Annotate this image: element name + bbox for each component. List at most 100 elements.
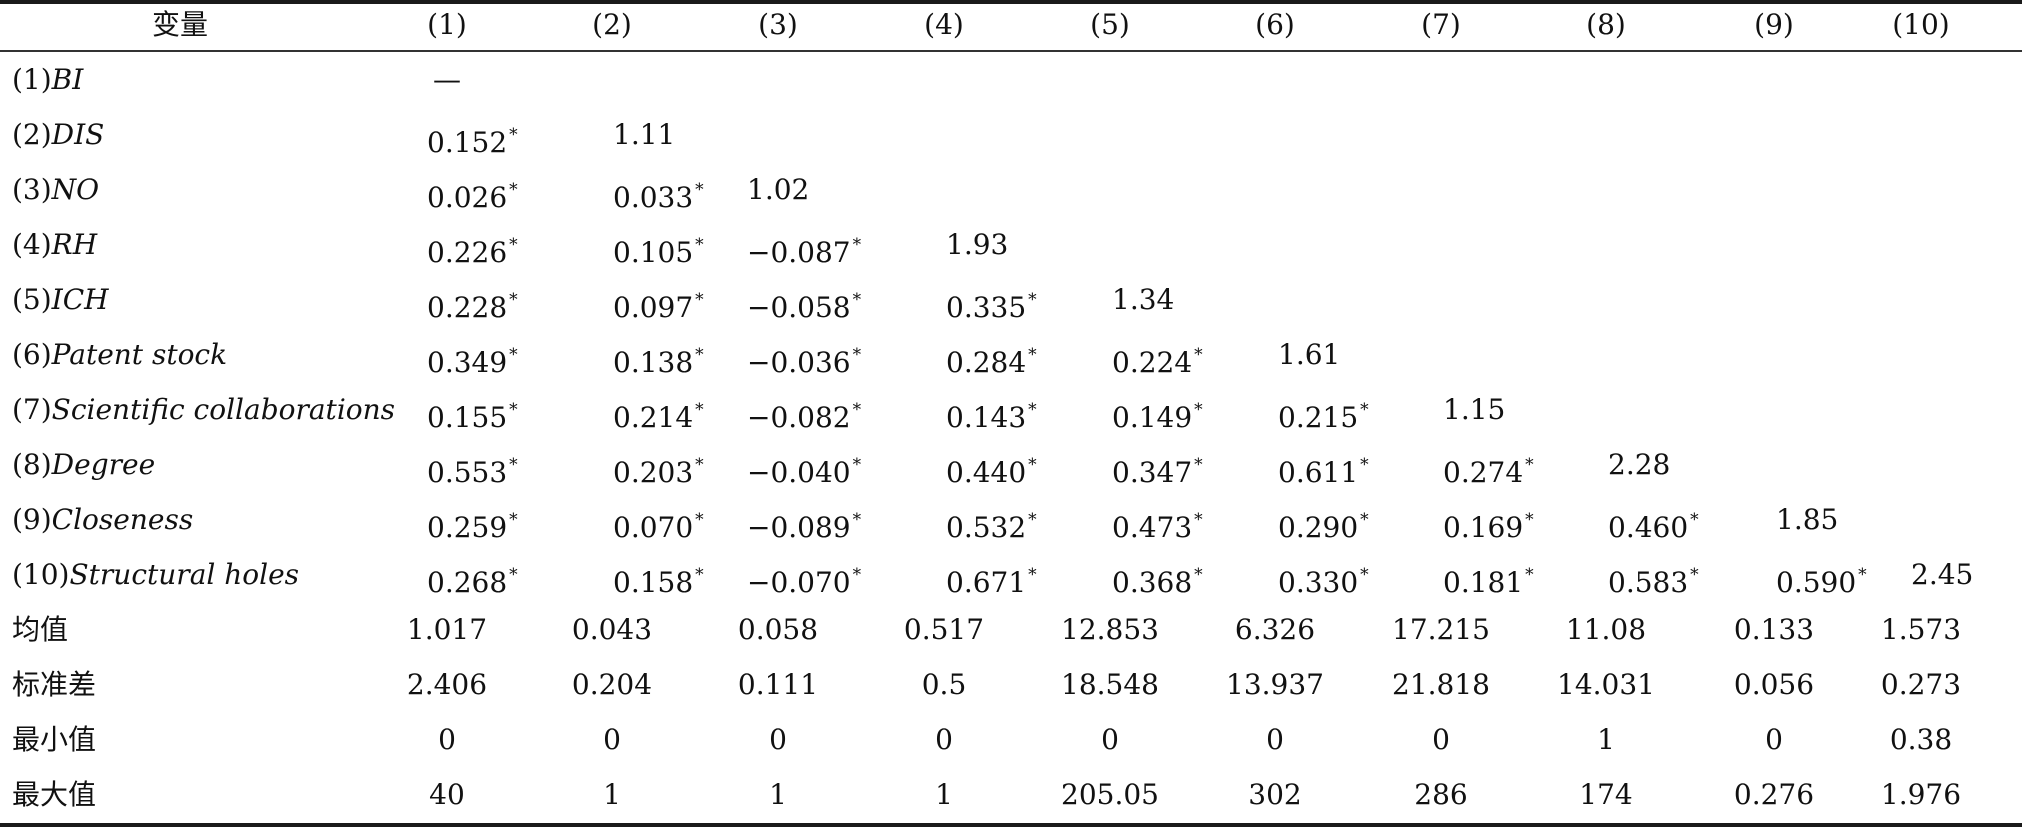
stat-value: 14.031 (1557, 668, 1655, 701)
table-cell: 0.097 * (613, 280, 704, 324)
cell-value: 0.671 (946, 566, 1027, 599)
stat-value: 286 (1414, 778, 1468, 811)
stat-value: 1 (769, 778, 787, 811)
significance-marker: * (852, 290, 862, 310)
cell-value: 0.138 (613, 346, 694, 379)
column-header: (8) (1586, 8, 1626, 41)
column-header: (1) (427, 8, 467, 41)
cell-value: 0.033 (613, 181, 694, 214)
table-cell: 0.143 * (946, 390, 1037, 434)
cell-value: 0.440 (946, 456, 1027, 489)
row-label: (6)Patent stock (12, 335, 227, 375)
significance-marker: * (1525, 455, 1534, 475)
cell-value: 0.532 (946, 511, 1027, 544)
table-cell: — (433, 60, 461, 100)
table-cell: 2.45 (1911, 555, 1973, 595)
table-cell: 0.105 * (613, 225, 704, 269)
table-cell: −0.070 * (747, 555, 862, 599)
cell-value: 0.228 (427, 291, 508, 324)
significance-marker: * (509, 290, 518, 310)
significance-marker: * (695, 290, 704, 310)
column-header: (3) (758, 8, 798, 41)
table-cell: 1.02 (747, 170, 809, 210)
row-label-variable: NO (51, 173, 100, 206)
table-cell: −0.040 * (747, 445, 861, 489)
cell-value: −0.058 (747, 291, 851, 324)
cell-value: 2.28 (1608, 448, 1671, 481)
table-cell: 1.85 (1776, 500, 1838, 540)
stat-label: 均值 (12, 613, 69, 646)
cell-value: 1.15 (1443, 393, 1506, 426)
table-cell: 0.335 * (946, 280, 1037, 324)
row-label: (8)Degree (12, 445, 155, 485)
cell-value: 1.93 (946, 228, 1009, 261)
cell-value: −0.089 (747, 511, 851, 544)
stat-value: 0.111 (737, 668, 819, 701)
row-label: (3)NO (12, 170, 99, 210)
cell-value: −0.036 (747, 346, 851, 379)
row-label-variable: Degree (51, 448, 156, 481)
row-label: (4)RH (12, 225, 97, 265)
stat-value: 0 (438, 723, 456, 756)
cell-value: 0.259 (427, 511, 508, 544)
stat-value: 6.326 (1234, 613, 1316, 646)
table-cell: 0.347 * (1112, 445, 1203, 489)
stat-label: 最大值 (12, 778, 97, 811)
significance-marker: * (695, 510, 704, 530)
table-cell: 0.274 * (1443, 445, 1534, 489)
row-label-number: (2) (12, 118, 52, 151)
cell-value: 0.226 (427, 236, 508, 269)
stat-value: 0.517 (903, 613, 985, 646)
stat-value: 0 (603, 723, 621, 756)
table-cell: −0.089 * (747, 500, 861, 544)
column-header: (7) (1421, 8, 1461, 41)
significance-marker: * (1194, 345, 1203, 365)
stat-value: 0.043 (571, 613, 653, 646)
stat-value: 0.058 (737, 613, 819, 646)
table-cell: −0.087 * (747, 225, 861, 269)
table-cell: 0.070 * (613, 500, 704, 544)
header-rule (0, 50, 2022, 52)
cell-value: 0.224 (1112, 346, 1193, 379)
row-label-variable: Patent stock (51, 338, 228, 371)
table-cell: 0.152 * (427, 115, 518, 159)
significance-marker: * (1028, 290, 1037, 310)
significance-marker: * (1525, 565, 1534, 585)
table-cell: 0.473 * (1112, 500, 1203, 544)
cell-value: 0.284 (946, 346, 1027, 379)
significance-marker: * (1028, 455, 1037, 475)
stat-value: 302 (1248, 778, 1302, 811)
table-cell: −0.036 * (747, 335, 861, 379)
table-cell: 0.158 * (613, 555, 704, 599)
cell-value: 0.097 (613, 291, 694, 324)
table-cell: 0.284 * (946, 335, 1037, 379)
significance-marker: * (852, 565, 862, 585)
table-cell: 0.440 * (946, 445, 1037, 489)
stat-value: 1.017 (406, 613, 488, 646)
significance-marker: * (1194, 400, 1203, 420)
table-cell: 0.224 * (1112, 335, 1203, 379)
stat-value: 0.273 (1880, 668, 1962, 701)
significance-marker: * (1525, 510, 1534, 530)
significance-marker: * (509, 125, 518, 145)
significance-marker: * (695, 345, 704, 365)
stat-value: 12.853 (1061, 613, 1159, 646)
stat-value: 18.548 (1061, 668, 1159, 701)
significance-marker: * (695, 565, 704, 585)
stat-value: 0 (935, 723, 953, 756)
stat-value: 0 (1101, 723, 1119, 756)
column-header: (9) (1754, 8, 1794, 41)
significance-marker: * (1194, 565, 1203, 585)
table-cell: 0.203 * (613, 445, 704, 489)
table-cell: 1.11 (613, 115, 675, 155)
table-cell: 0.583 * (1608, 555, 1699, 599)
stat-value: 0.133 (1733, 613, 1815, 646)
row-label-variable: DIS (51, 118, 105, 151)
cell-value: 1.34 (1112, 283, 1175, 316)
cell-value: −0.087 (747, 236, 851, 269)
table-cell: 0.611 * (1278, 445, 1369, 489)
table-cell: 0.215 * (1278, 390, 1369, 434)
cell-value: 0.155 (427, 401, 508, 434)
cell-value: 0.143 (946, 401, 1027, 434)
table-cell: 0.226 * (427, 225, 518, 269)
